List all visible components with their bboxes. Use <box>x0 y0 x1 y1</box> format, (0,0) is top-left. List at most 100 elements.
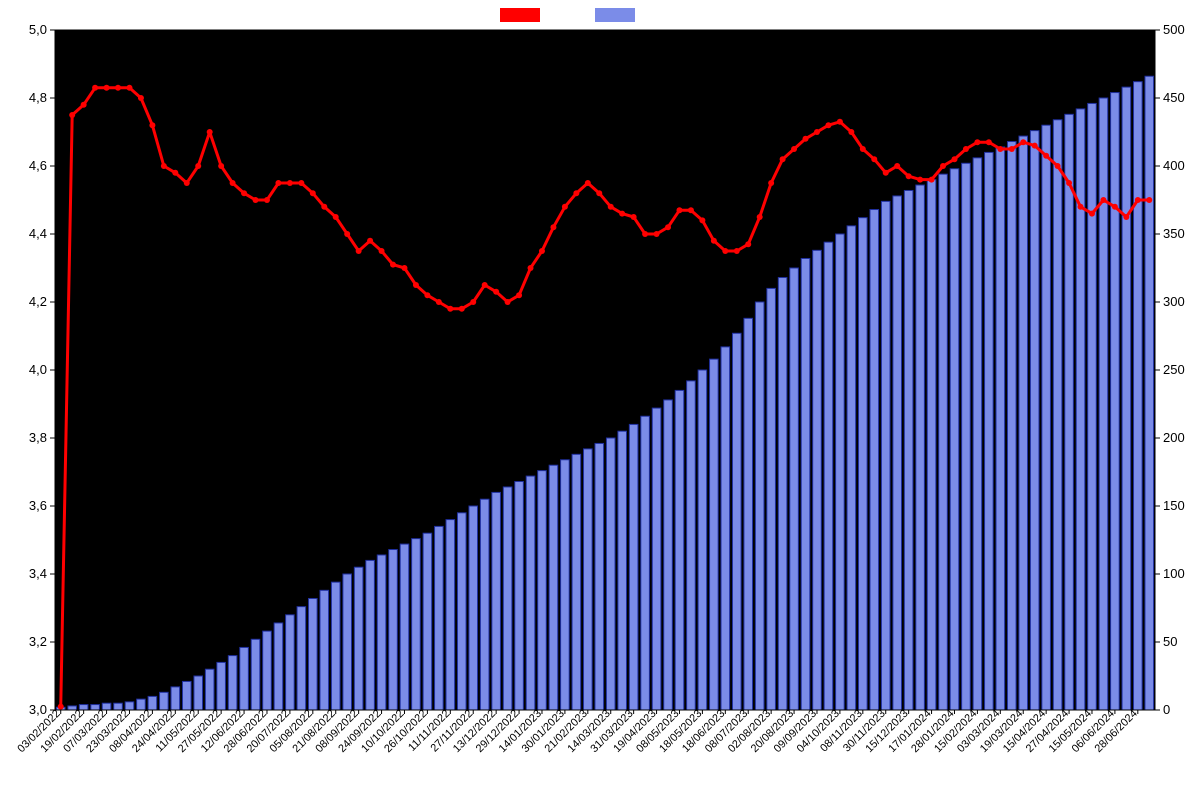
line-marker <box>940 163 946 169</box>
bar <box>412 539 421 710</box>
ytick-label-right: 200 <box>1163 430 1185 445</box>
bar <box>389 550 398 710</box>
bar <box>652 408 661 710</box>
bar <box>1019 136 1028 710</box>
line-marker <box>528 265 534 271</box>
line-marker <box>814 129 820 135</box>
line-marker <box>218 163 224 169</box>
line-marker <box>585 180 591 186</box>
bar <box>217 662 226 710</box>
bar <box>297 607 306 710</box>
line-marker <box>184 180 190 186</box>
bar <box>1134 82 1143 710</box>
bar <box>641 416 650 710</box>
bar <box>503 487 512 710</box>
bar <box>400 544 409 710</box>
line-marker <box>298 180 304 186</box>
bar <box>457 513 466 710</box>
line-marker <box>264 197 270 203</box>
line-marker <box>699 217 705 223</box>
line-marker <box>917 177 923 183</box>
ytick-label-right: 450 <box>1163 90 1185 105</box>
bar <box>1030 131 1039 710</box>
ytick-label-left: 3,0 <box>29 702 47 717</box>
line-marker <box>608 204 614 210</box>
line-marker <box>951 156 957 162</box>
bar <box>194 676 203 710</box>
bar <box>377 555 386 710</box>
ytick-label-right: 0 <box>1163 702 1170 717</box>
line-marker <box>413 282 419 288</box>
line-marker <box>722 248 728 254</box>
bar <box>274 623 283 710</box>
bar <box>263 631 272 710</box>
bar <box>1099 98 1108 710</box>
bar <box>1111 93 1120 710</box>
ytick-label-right: 350 <box>1163 226 1185 241</box>
bar <box>790 268 799 710</box>
bar <box>343 574 352 710</box>
bar <box>435 526 444 710</box>
bar <box>1065 114 1074 710</box>
bar <box>526 476 535 710</box>
line-marker <box>344 231 350 237</box>
line-marker <box>1055 163 1061 169</box>
bar <box>950 169 959 710</box>
line-marker <box>275 180 281 186</box>
bar <box>916 185 925 710</box>
chart-svg: 3,03,23,43,63,84,04,24,44,64,85,00501001… <box>0 0 1200 800</box>
bar <box>801 258 810 710</box>
bar <box>904 190 913 710</box>
bar <box>148 696 157 710</box>
line-marker <box>860 146 866 152</box>
line-marker <box>711 238 717 244</box>
bar <box>320 590 329 710</box>
bar <box>664 400 673 710</box>
bar <box>996 147 1005 710</box>
line-marker <box>424 292 430 298</box>
line-marker <box>654 231 660 237</box>
line-marker <box>138 95 144 101</box>
line-marker <box>825 122 831 128</box>
bar <box>778 278 787 710</box>
line-marker <box>516 292 522 298</box>
bar <box>859 218 868 710</box>
line-marker <box>1123 214 1129 220</box>
line-marker <box>333 214 339 220</box>
line-marker <box>253 197 259 203</box>
ytick-label-left: 3,4 <box>29 566 47 581</box>
bar <box>927 180 936 710</box>
bar <box>881 201 890 710</box>
line-marker <box>230 180 236 186</box>
ytick-label-left: 5,0 <box>29 22 47 37</box>
line-marker <box>459 306 465 312</box>
ytick-label-right: 300 <box>1163 294 1185 309</box>
line-marker <box>562 204 568 210</box>
ytick-label-left: 4,8 <box>29 90 47 105</box>
bar <box>469 506 478 710</box>
bar <box>251 639 260 710</box>
bar <box>1042 125 1051 710</box>
ytick-label-right: 150 <box>1163 498 1185 513</box>
bar <box>870 210 879 710</box>
bar <box>79 705 88 710</box>
bar <box>1088 103 1097 710</box>
bar <box>847 226 856 710</box>
line-marker <box>1020 139 1026 145</box>
bar <box>480 499 489 710</box>
bar <box>962 163 971 710</box>
bar <box>824 242 833 710</box>
ytick-label-right: 50 <box>1163 634 1177 649</box>
line-marker <box>619 211 625 217</box>
line-marker <box>745 241 751 247</box>
line-marker <box>379 248 385 254</box>
line-marker <box>883 170 889 176</box>
line-marker <box>1089 211 1095 217</box>
bar <box>171 687 180 710</box>
line-marker <box>906 173 912 179</box>
line-marker <box>447 306 453 312</box>
line-marker <box>1146 197 1152 203</box>
line-marker <box>310 190 316 196</box>
ytick-label-left: 4,2 <box>29 294 47 309</box>
bar <box>675 390 684 710</box>
